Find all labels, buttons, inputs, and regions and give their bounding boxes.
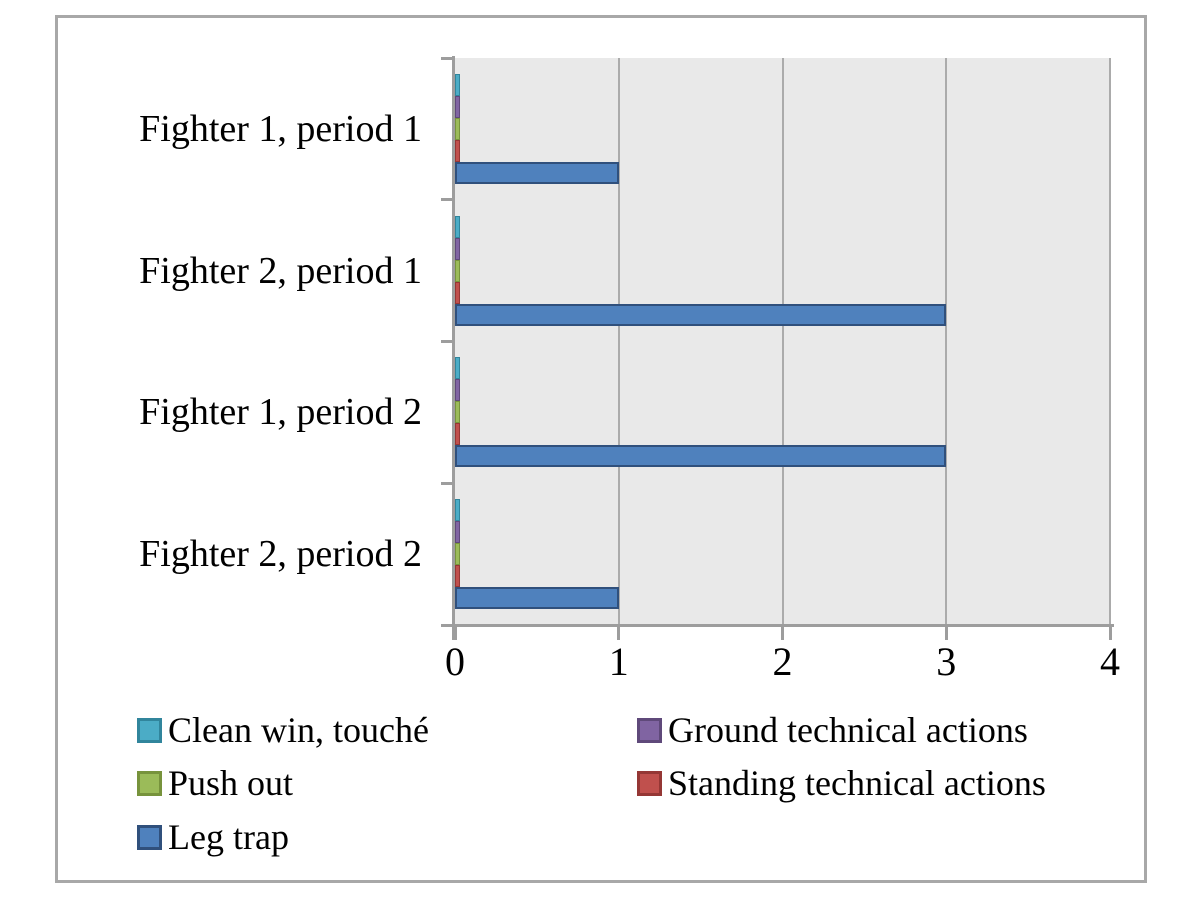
y-axis-tick <box>441 340 455 343</box>
legend-item: Standing technical actions <box>637 760 1046 806</box>
legend-label: Clean win, touché <box>168 710 429 750</box>
x-axis-tick <box>1108 625 1112 640</box>
bar-leg-trap <box>455 445 946 468</box>
gridline <box>945 58 948 625</box>
legend-swatch-icon <box>637 717 662 743</box>
bar-push-out <box>455 117 460 140</box>
bar-leg-trap <box>455 161 619 184</box>
bar-ground-technical-actions <box>455 95 460 118</box>
y-axis-tick <box>441 198 455 202</box>
y-axis-tick <box>441 481 455 485</box>
legend-label: Leg trap <box>168 817 289 857</box>
bar-push-out <box>455 401 460 424</box>
x-tick-label: 0 <box>445 639 465 684</box>
bar-standing-technical-actions <box>455 423 460 446</box>
x-axis-tick <box>453 625 457 640</box>
bar-clean-win-touch- <box>455 357 460 380</box>
x-tick-label: 2 <box>772 639 793 684</box>
x-axis-tick <box>617 625 621 640</box>
bar-standing-technical-actions <box>455 139 460 162</box>
legend-label: Ground technical actions <box>668 710 1028 750</box>
bar-standing-technical-actions <box>455 281 460 304</box>
bar-standing-technical-actions <box>455 565 460 588</box>
legend-item: Push out <box>137 760 293 806</box>
x-axis-tick <box>944 625 948 640</box>
legend-label: Standing technical actions <box>668 763 1046 803</box>
bar-leg-trap <box>455 303 946 326</box>
y-axis-tick <box>441 56 455 60</box>
legend-item: Leg trap <box>137 814 289 860</box>
bar-push-out <box>455 259 460 282</box>
legend-swatch-icon <box>137 824 162 850</box>
legend-swatch-icon <box>137 770 162 796</box>
category-label: Fighter 2, period 2 <box>139 533 422 576</box>
y-axis-line <box>452 56 455 640</box>
gridline <box>1109 58 1111 625</box>
category-label: Fighter 1, period 1 <box>139 107 422 150</box>
gridline <box>617 58 620 625</box>
y-axis-tick <box>441 623 455 627</box>
x-axis-line <box>446 624 1114 627</box>
bar-clean-win-touch- <box>455 215 460 238</box>
legend-label: Push out <box>168 763 294 803</box>
legend-item: Ground technical actions <box>637 707 1028 753</box>
x-tick-label: 1 <box>608 639 629 684</box>
x-axis-tick <box>781 625 784 640</box>
category-label: Fighter 1, period 2 <box>139 391 422 434</box>
bar-ground-technical-actions <box>455 521 460 544</box>
bar-ground-technical-actions <box>455 237 460 260</box>
bar-ground-technical-actions <box>455 379 460 402</box>
bar-push-out <box>455 543 460 566</box>
x-tick-label: 3 <box>936 639 957 684</box>
legend-swatch-icon <box>637 770 662 796</box>
bar-clean-win-touch- <box>455 499 460 522</box>
legend-item: Clean win, touché <box>137 707 429 753</box>
bar-leg-trap <box>455 587 619 610</box>
x-tick-label: 4 <box>1100 639 1120 684</box>
category-label: Fighter 2, period 1 <box>139 249 422 292</box>
legend-swatch-icon <box>137 717 162 743</box>
bar-clean-win-touch- <box>455 73 460 96</box>
gridline <box>781 58 784 625</box>
